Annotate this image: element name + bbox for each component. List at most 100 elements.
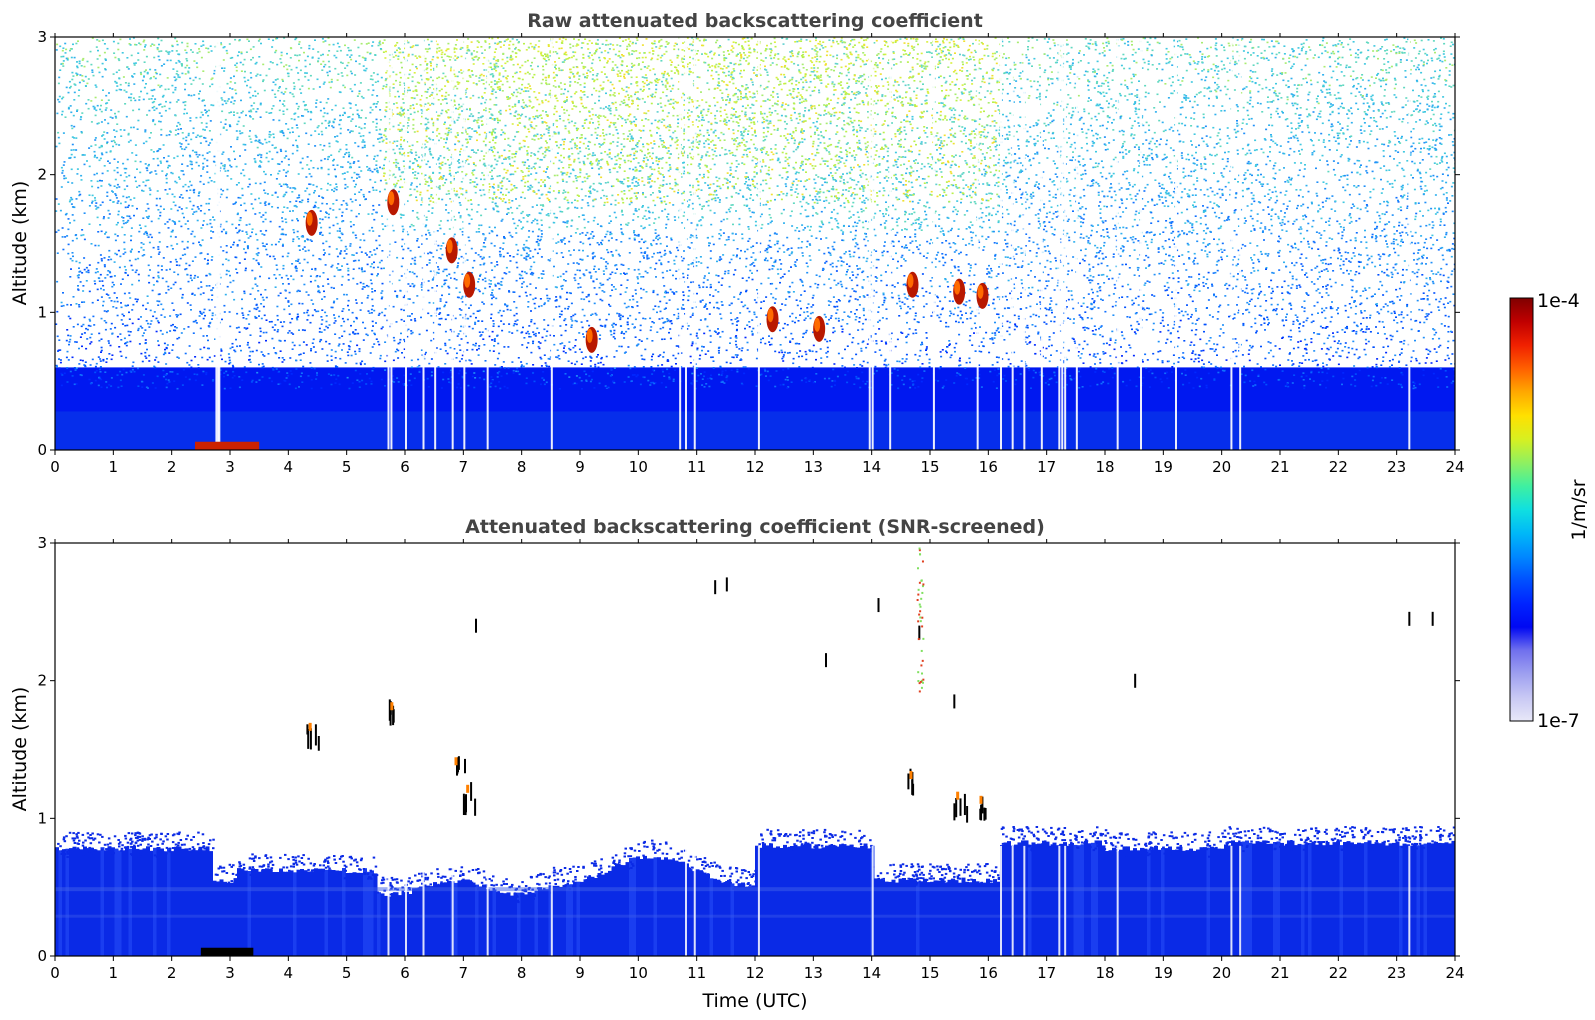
- noise-pixel: [494, 137, 497, 139]
- noise-pixel: [954, 93, 957, 96]
- noise-pixel: [754, 224, 757, 227]
- noise-pixel: [850, 98, 853, 101]
- noise-pixel: [450, 156, 453, 158]
- noise-pixel: [1039, 98, 1042, 101]
- noise-pixel: [1360, 310, 1362, 312]
- noise-pixel: [808, 255, 811, 257]
- noise-pixel: [539, 298, 542, 300]
- noise-pixel: [1019, 101, 1022, 103]
- noise-pixel: [705, 114, 708, 116]
- noise-pixel: [1387, 345, 1390, 348]
- noise-pixel: [661, 72, 664, 75]
- noise-pixel: [1321, 380, 1324, 382]
- noise-pixel: [1095, 255, 1098, 257]
- noise-pixel: [490, 178, 493, 180]
- noise-pixel: [905, 341, 908, 344]
- noise-pixel: [114, 193, 117, 195]
- noise-pixel: [229, 81, 232, 83]
- noise-pixel: [364, 252, 367, 254]
- noise-pixel: [221, 103, 224, 106]
- noise-pixel: [1422, 369, 1425, 371]
- noise-pixel: [332, 159, 334, 162]
- noise-pixel: [447, 94, 450, 96]
- noise-pixel: [912, 208, 915, 210]
- noise-pixel: [92, 315, 95, 318]
- noise-pixel: [195, 153, 198, 156]
- noise-pixel: [947, 136, 950, 139]
- noise-pixel: [720, 234, 722, 237]
- noise-pixel: [262, 214, 265, 216]
- noise-pixel: [316, 167, 319, 170]
- noise-pixel: [1355, 332, 1358, 335]
- noise-pixel: [686, 65, 689, 68]
- noise-pixel: [587, 204, 590, 207]
- noise-pixel: [1355, 186, 1358, 189]
- noise-pixel: [1228, 137, 1231, 140]
- noise-pixel: [294, 54, 297, 56]
- noise-pixel: [587, 238, 590, 240]
- noise-pixel: [143, 86, 146, 89]
- noise-pixel: [1017, 138, 1020, 141]
- noise-pixel: [630, 135, 633, 137]
- noise-pixel: [650, 168, 653, 170]
- noise-pixel: [187, 228, 190, 230]
- noise-pixel: [1441, 254, 1444, 257]
- noise-pixel: [786, 139, 789, 141]
- noise-pixel: [1371, 233, 1374, 236]
- noise-pixel: [184, 73, 187, 75]
- noise-pixel: [943, 206, 946, 208]
- noise-pixel: [1419, 172, 1422, 175]
- noise-pixel: [874, 276, 877, 278]
- noise-pixel: [298, 59, 300, 62]
- noise-pixel: [1398, 367, 1401, 369]
- noise-pixel: [127, 141, 130, 143]
- noise-pixel: [635, 118, 638, 121]
- noise-pixel: [881, 317, 884, 319]
- noise-pixel: [948, 340, 951, 342]
- noise-pixel: [78, 190, 81, 193]
- noise-pixel: [1385, 69, 1388, 71]
- noise-pixel: [144, 351, 147, 354]
- noise-pixel: [1243, 222, 1246, 224]
- noise-pixel: [553, 174, 556, 177]
- noise-pixel: [1434, 47, 1437, 50]
- noise-pixel: [120, 339, 123, 341]
- noise-pixel: [814, 50, 817, 52]
- noise-pixel: [375, 126, 378, 128]
- noise-pixel: [1439, 273, 1442, 276]
- noise-pixel: [472, 63, 475, 65]
- noise-pixel: [354, 234, 357, 237]
- noise-pixel: [592, 219, 595, 222]
- noise-pixel: [223, 387, 226, 390]
- noise-pixel: [192, 242, 195, 245]
- noise-pixel: [853, 251, 856, 254]
- noise-pixel: [1281, 286, 1284, 288]
- noise-pixel: [500, 375, 503, 377]
- noise-pixel: [1151, 137, 1154, 140]
- noise-pixel: [916, 246, 919, 248]
- noise-pixel: [482, 338, 485, 340]
- noise-pixel: [1202, 285, 1205, 287]
- noise-pixel: [1318, 271, 1321, 274]
- noise-pixel: [582, 249, 584, 252]
- noise-pixel: [730, 369, 733, 371]
- noise-pixel: [579, 171, 582, 174]
- noise-pixel: [1317, 204, 1320, 207]
- near-surface-layer: [55, 411, 1455, 450]
- noise-pixel: [993, 173, 996, 176]
- noise-pixel: [1251, 292, 1254, 295]
- noise-pixel: [1219, 227, 1222, 229]
- noise-pixel: [1333, 249, 1336, 252]
- noise-pixel: [736, 137, 739, 139]
- noise-pixel: [674, 357, 677, 360]
- noise-pixel: [1102, 351, 1105, 353]
- noise-pixel: [627, 328, 630, 330]
- noise-pixel: [1053, 137, 1055, 139]
- noise-pixel: [712, 243, 715, 246]
- noise-pixel: [540, 159, 543, 161]
- noise-pixel: [575, 177, 578, 179]
- noise-pixel: [1001, 135, 1004, 137]
- noise-pixel: [321, 69, 324, 71]
- noise-pixel: [1151, 217, 1154, 219]
- noise-pixel: [1323, 309, 1326, 312]
